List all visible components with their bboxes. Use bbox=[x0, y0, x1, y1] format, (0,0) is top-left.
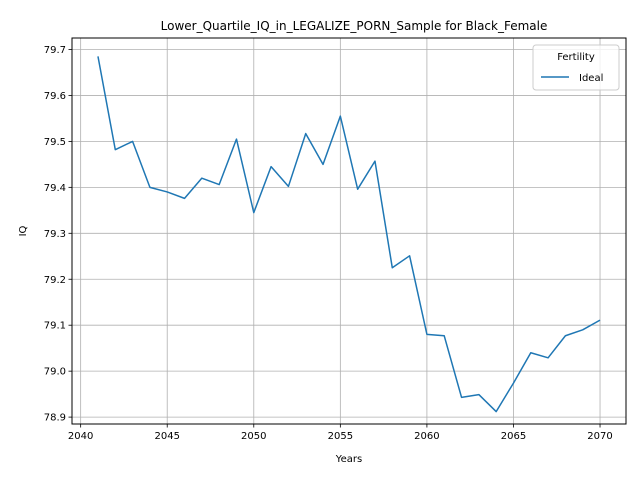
y-axis-label: IQ bbox=[18, 225, 29, 236]
y-tick-label: 79.6 bbox=[44, 91, 66, 102]
x-tick-label: 2060 bbox=[414, 431, 439, 442]
x-tick-label: 2065 bbox=[501, 431, 526, 442]
x-axis: 2040 2045 2050 2055 2060 2065 2070 bbox=[68, 424, 613, 442]
y-tick-label: 78.9 bbox=[44, 413, 66, 424]
y-tick-label: 79.0 bbox=[44, 367, 66, 378]
y-tick-label: 79.1 bbox=[44, 321, 66, 332]
legend-box bbox=[532, 44, 620, 91]
y-tick-label: 79.5 bbox=[44, 137, 66, 148]
x-axis-label: Years bbox=[335, 454, 362, 465]
y-tick-label: 79.3 bbox=[44, 229, 66, 240]
y-tick-label: 79.7 bbox=[44, 45, 66, 56]
x-tick-label: 2040 bbox=[68, 431, 93, 442]
chart-title: Lower_Quartile_IQ_in_LEGALIZE_PORN_Sampl… bbox=[161, 19, 548, 33]
y-axis: 78.9 79.0 79.1 79.2 79.3 79.4 79.5 79.6 79.7 bbox=[44, 45, 72, 424]
legend-title: Fertility bbox=[557, 52, 595, 63]
legend-entry-ideal: Ideal bbox=[579, 73, 603, 84]
series-layer bbox=[97, 56, 601, 413]
x-tick-label: 2045 bbox=[154, 431, 179, 442]
series-line-ideal bbox=[97, 56, 601, 413]
plot-frame bbox=[71, 37, 627, 425]
y-tick-label: 79.4 bbox=[44, 183, 66, 194]
x-tick-label: 2050 bbox=[241, 431, 266, 442]
legend: Fertility Ideal bbox=[532, 44, 620, 91]
y-tick-label: 79.2 bbox=[44, 275, 66, 286]
grid bbox=[72, 38, 626, 424]
x-tick-label: 2055 bbox=[328, 431, 353, 442]
x-tick-label: 2070 bbox=[587, 431, 612, 442]
